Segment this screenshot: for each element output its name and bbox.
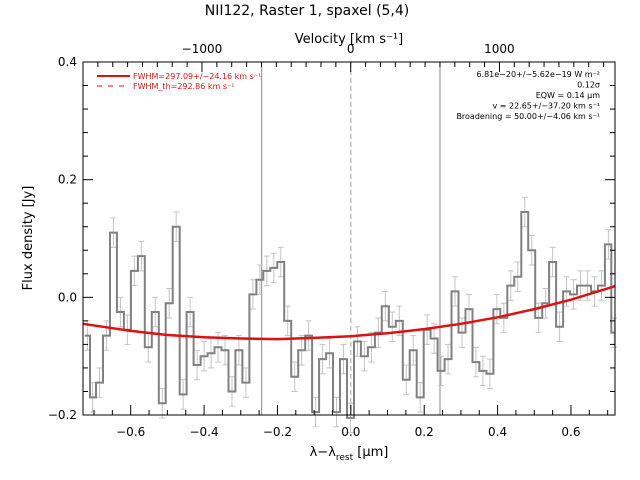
axes: −0.6 −0.4 −0.2 0.0 0.2 0.4 0.6 −0.2 0.0 0.2 0.4 −10… (48, 42, 616, 439)
x-axis-title: λ−λrest [μm] (310, 445, 389, 463)
top-tick-label: 1000 (484, 42, 515, 56)
y-axis-title: Flux density [Jy] (21, 186, 36, 291)
fit-annotation-line: EQW = 0.14 μm (536, 91, 600, 100)
y-tick-label: 0.0 (58, 290, 77, 304)
flux-step-series (84, 211, 615, 419)
top-tick-label: −1000 (182, 42, 223, 56)
x-axis-title-unit: [μm] (353, 445, 388, 460)
x-tick-label: 0.4 (488, 425, 507, 439)
legend: FWHM=297.09+/−24.16 km s⁻¹FWHM_th=292.86… (97, 72, 261, 91)
fit-annotation-line: 6.81e−20+/−5.62e−19 W m⁻² (476, 70, 600, 79)
plot-frame (82, 61, 616, 416)
x-tick-label: 0.6 (561, 425, 580, 439)
x-tick-label: −0.6 (116, 425, 145, 439)
legend-label: FWHM=297.09+/−24.16 km s⁻¹ (133, 72, 261, 81)
fit-annotation-line: 0.12σ (577, 81, 600, 90)
top-axis-title: Velocity [km s⁻¹] (295, 32, 403, 47)
y-tick-label: −0.2 (48, 408, 77, 422)
chart-title: NII122, Raster 1, spaxel (5,4) (205, 3, 410, 19)
x-axis-title-main: λ−λ (310, 445, 337, 460)
x-tick-label: 0.0 (341, 425, 360, 439)
gaussian-fit-line (82, 285, 616, 341)
x-tick-label: −0.4 (190, 425, 219, 439)
fit-annotation-line: Broadening = 50.00+/−4.06 km s⁻¹ (456, 112, 600, 121)
top-tick-label: 0 (347, 42, 355, 56)
y-tick-label: 0.4 (58, 55, 77, 69)
x-tick-label: 0.2 (415, 425, 434, 439)
x-tick-label: −0.2 (263, 425, 292, 439)
x-axis-title-subscript: rest (336, 453, 354, 463)
fit-annotation-line: v = 22.65+/−37.20 km s⁻¹ (492, 102, 600, 111)
y-tick-label: 0.2 (58, 173, 77, 187)
legend-label: FWHM_th=292.86 km s⁻¹ (133, 82, 234, 91)
